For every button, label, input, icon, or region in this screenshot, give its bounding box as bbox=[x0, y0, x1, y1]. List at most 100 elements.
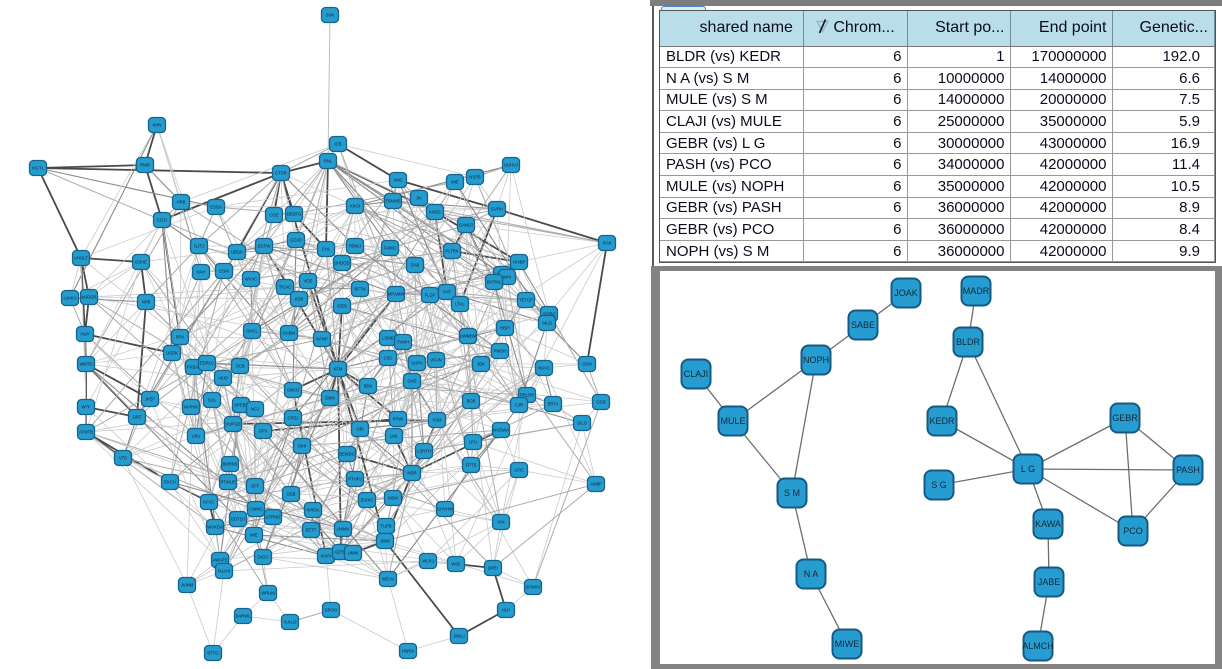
svg-text:JVINM: JVINM bbox=[181, 583, 194, 588]
svg-text:GJTJ: GJTJ bbox=[194, 244, 204, 249]
svg-text:UUHVJ: UUHVJ bbox=[504, 163, 518, 168]
svg-text:EUIKC: EUIKC bbox=[361, 498, 374, 503]
svg-text:GSHE: GSHE bbox=[135, 260, 147, 265]
svg-text:PASH: PASH bbox=[1176, 465, 1200, 475]
svg-text:NSPB: NSPB bbox=[469, 175, 481, 180]
svg-text:PCO: PCO bbox=[1123, 526, 1143, 536]
svg-text:SVN: SVN bbox=[326, 13, 335, 18]
svg-text:SFWKV: SFWKV bbox=[526, 585, 541, 590]
svg-text:TETGP: TETGP bbox=[519, 298, 533, 303]
svg-text:PPWI: PPWI bbox=[393, 417, 404, 422]
svg-text:UBGK: UBGK bbox=[231, 250, 243, 255]
svg-text:RNL: RNL bbox=[324, 159, 333, 164]
svg-text:EETT: EETT bbox=[306, 528, 317, 533]
svg-text:VUPGD: VUPGD bbox=[226, 422, 241, 427]
svg-text:HLH: HLH bbox=[502, 608, 510, 613]
svg-text:FUAHI: FUAHI bbox=[218, 569, 231, 574]
svg-text:WRUM: WRUM bbox=[261, 591, 275, 596]
svg-text:CSC: CSC bbox=[384, 356, 393, 361]
svg-text:LSMD: LSMD bbox=[382, 336, 394, 341]
svg-text:UTRND: UTRND bbox=[266, 515, 281, 520]
svg-text:HBPI: HBPI bbox=[500, 326, 510, 331]
svg-text:UMW: UMW bbox=[348, 551, 359, 556]
svg-text:CWNG: CWNG bbox=[249, 507, 262, 512]
svg-text:ALMCH: ALMCH bbox=[1022, 641, 1054, 651]
svg-text:RPA: RPA bbox=[176, 335, 185, 340]
svg-text:MULE: MULE bbox=[720, 416, 745, 426]
svg-text:SABE: SABE bbox=[851, 320, 875, 330]
svg-text:FPTS: FPTS bbox=[466, 463, 477, 468]
svg-text:GHVHW: GHVHW bbox=[437, 507, 453, 512]
svg-text:NPB: NPB bbox=[142, 300, 151, 305]
svg-text:FAMO: FAMO bbox=[384, 246, 397, 251]
svg-text:LVAKA: LVAKA bbox=[64, 296, 77, 301]
svg-text:EKCH: EKCH bbox=[164, 480, 176, 485]
svg-text:CSOA: CSOA bbox=[210, 205, 222, 210]
svg-text:IFAK: IFAK bbox=[602, 241, 611, 246]
svg-text:KICTL: KICTL bbox=[32, 166, 45, 171]
svg-text:LFIC: LFIC bbox=[514, 468, 523, 473]
svg-text:SUL: SUL bbox=[208, 398, 217, 403]
svg-text:WHI: WHI bbox=[503, 275, 511, 280]
svg-text:BTTG: BTTG bbox=[207, 651, 218, 656]
svg-text:S G: S G bbox=[931, 480, 947, 490]
svg-text:OIHI: OIHI bbox=[298, 444, 307, 449]
svg-text:COJJ: COJJ bbox=[157, 218, 167, 223]
svg-text:KFM: KFM bbox=[334, 367, 343, 372]
svg-text:MPAMW: MPAMW bbox=[388, 292, 404, 297]
svg-text:KIIVV: KIIVV bbox=[321, 554, 332, 559]
svg-text:DPEI: DPEI bbox=[488, 566, 498, 571]
svg-text:ICB: ICB bbox=[335, 142, 342, 147]
svg-text:UHOLT: UHOLT bbox=[74, 256, 88, 261]
svg-text:SHDOD: SHDOD bbox=[334, 261, 349, 266]
svg-text:LML: LML bbox=[390, 434, 399, 439]
svg-text:KIROA: KIROA bbox=[306, 508, 319, 513]
svg-text:BEWDC: BEWDC bbox=[339, 452, 355, 457]
svg-text:VFUN: VFUN bbox=[430, 358, 441, 363]
svg-text:KDB: KDB bbox=[295, 297, 304, 302]
svg-text:HRB: HRB bbox=[177, 200, 186, 205]
svg-text:MIWE: MIWE bbox=[835, 639, 860, 649]
svg-text:KKOI: KKOI bbox=[350, 204, 360, 209]
svg-text:SAMLP: SAMLP bbox=[459, 223, 473, 228]
svg-text:HWSV: HWSV bbox=[402, 649, 415, 654]
svg-text:MVDWA: MVDWA bbox=[493, 428, 509, 433]
svg-text:VSM: VSM bbox=[432, 418, 442, 423]
svg-text:BHTML: BHTML bbox=[487, 280, 502, 285]
svg-text:IVN: IVN bbox=[498, 520, 505, 525]
svg-text:VMC: VMC bbox=[393, 178, 402, 183]
svg-text:BFTN: BFTN bbox=[355, 287, 366, 292]
svg-text:JJEF: JJEF bbox=[132, 415, 142, 420]
svg-text:GHCL: GHCL bbox=[246, 329, 258, 334]
svg-text:EDRLC: EDRLC bbox=[200, 361, 214, 366]
svg-text:DARWL: DARWL bbox=[235, 614, 251, 619]
svg-text:DPCKI: DPCKI bbox=[325, 608, 338, 613]
svg-text:JNKLI: JNKLI bbox=[453, 634, 464, 639]
svg-text:JIK: JIK bbox=[416, 196, 422, 201]
svg-text:BOB: BOB bbox=[467, 399, 476, 404]
svg-text:RWB: RWB bbox=[140, 163, 150, 168]
svg-text:UUPA: UUPA bbox=[411, 361, 423, 366]
svg-text:KNDS: KNDS bbox=[429, 210, 441, 215]
svg-text:MJDGR: MJDGR bbox=[82, 295, 97, 300]
svg-text:GILO: GILO bbox=[577, 421, 588, 426]
svg-text:MADR: MADR bbox=[963, 286, 990, 296]
svg-text:JABE: JABE bbox=[1038, 577, 1061, 587]
svg-text:TBNWE: TBNWE bbox=[385, 199, 400, 204]
svg-text:NUVC: NUVC bbox=[538, 366, 550, 371]
svg-text:KFVC: KFVC bbox=[203, 500, 214, 505]
svg-text:WLRJ: WLRJ bbox=[422, 559, 433, 564]
svg-text:GEBR: GEBR bbox=[1112, 413, 1138, 423]
svg-text:IOEB: IOEB bbox=[337, 304, 347, 309]
svg-text:BLDR: BLDR bbox=[956, 337, 981, 347]
svg-text:LPU: LPU bbox=[469, 440, 477, 445]
svg-text:WVKOA: WVKOA bbox=[207, 525, 223, 530]
svg-text:PRLBR: PRLBR bbox=[520, 393, 534, 398]
svg-text:LSNTH: LSNTH bbox=[417, 449, 431, 454]
svg-text:PLTRK: PLTRK bbox=[445, 249, 458, 254]
svg-text:TICAC: TICAC bbox=[279, 285, 292, 290]
svg-text:LNIMV: LNIMV bbox=[337, 527, 350, 532]
svg-text:CTDR: CTDR bbox=[275, 171, 287, 176]
svg-text:HAIBP: HAIBP bbox=[513, 260, 526, 265]
svg-text:PWDH: PWDH bbox=[494, 349, 507, 354]
